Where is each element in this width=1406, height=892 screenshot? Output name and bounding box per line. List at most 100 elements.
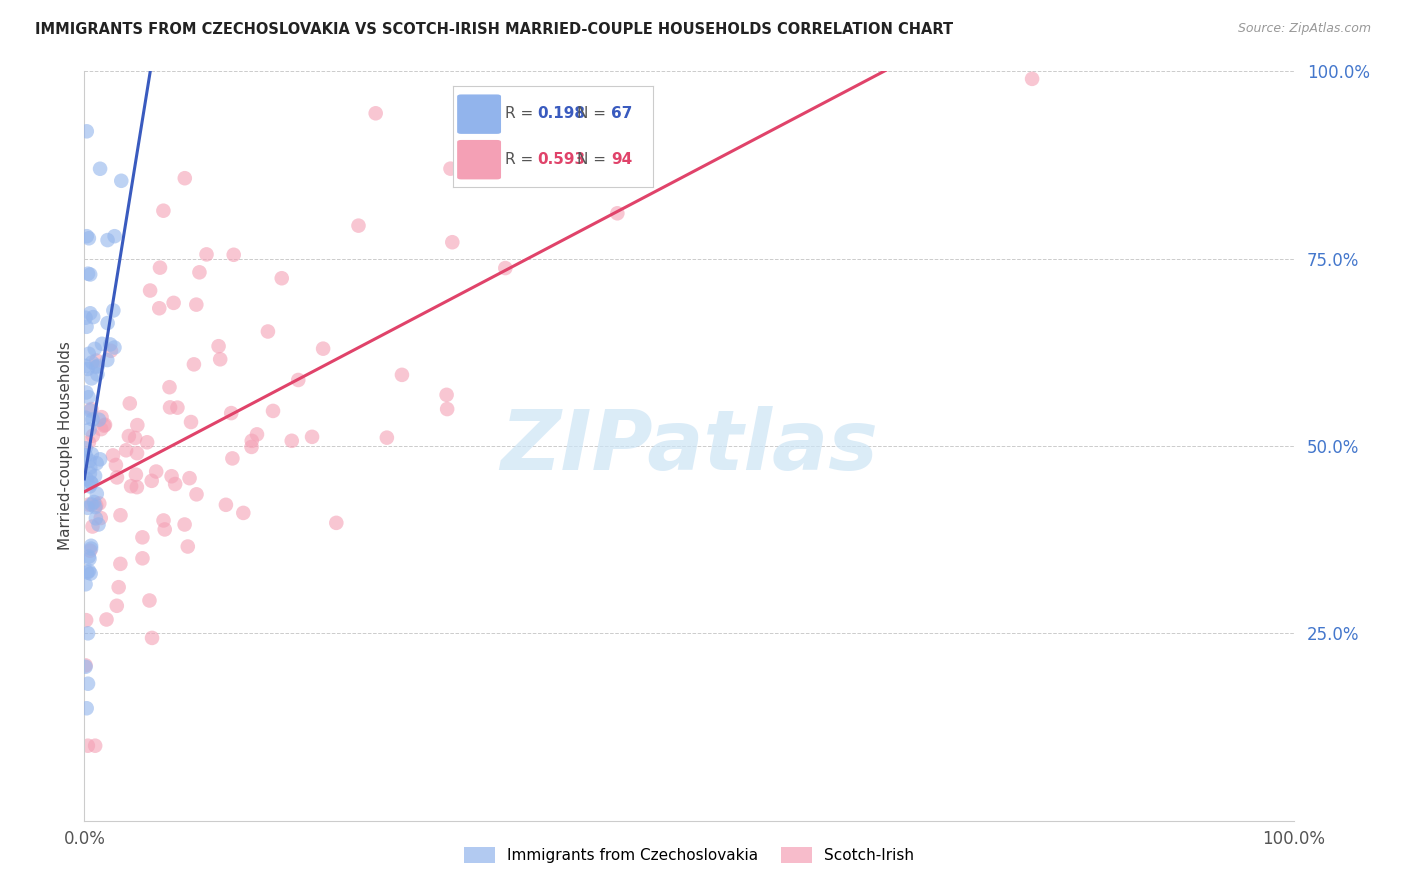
Point xyxy=(75,442,97,456)
Point xyxy=(246,427,269,442)
Point xyxy=(149,260,172,275)
Point xyxy=(80,541,103,556)
Point xyxy=(107,580,129,594)
Point xyxy=(83,495,105,509)
Point xyxy=(75,658,97,673)
Point xyxy=(96,612,118,626)
Point xyxy=(82,428,104,442)
Point xyxy=(76,739,98,753)
Point xyxy=(82,519,104,533)
Point xyxy=(606,206,628,220)
Point xyxy=(159,401,181,415)
Point xyxy=(183,357,205,371)
Point xyxy=(77,564,100,578)
Point xyxy=(80,498,103,512)
Point xyxy=(118,429,141,443)
Point xyxy=(105,470,128,484)
Point xyxy=(87,359,110,373)
Point xyxy=(195,247,218,261)
Point xyxy=(82,412,104,426)
Point xyxy=(80,475,103,490)
Point xyxy=(139,284,162,298)
Point xyxy=(77,347,100,361)
Point xyxy=(86,353,108,368)
Point xyxy=(77,498,100,512)
Legend: Immigrants from Czechoslovakia, Scotch-Irish: Immigrants from Czechoslovakia, Scotch-I… xyxy=(458,841,920,869)
Point xyxy=(257,325,280,339)
Point xyxy=(77,267,100,281)
Point xyxy=(115,443,138,458)
Point xyxy=(364,106,387,120)
Point xyxy=(90,422,112,436)
Point xyxy=(173,517,195,532)
Point xyxy=(325,516,347,530)
Point xyxy=(80,476,103,491)
Point xyxy=(80,355,103,369)
Point xyxy=(240,440,263,454)
Point xyxy=(104,458,127,472)
Point xyxy=(75,613,97,627)
Point xyxy=(209,352,232,367)
Point xyxy=(436,402,458,417)
Point xyxy=(83,342,105,356)
Point xyxy=(77,435,100,450)
Point xyxy=(80,371,103,385)
Point xyxy=(125,467,148,482)
Point xyxy=(131,551,153,566)
Point xyxy=(76,472,98,486)
Point xyxy=(80,447,103,461)
Point xyxy=(221,451,243,466)
Point xyxy=(152,203,174,218)
Point xyxy=(173,171,195,186)
Point xyxy=(100,343,122,358)
Point xyxy=(79,306,101,320)
Point xyxy=(76,566,98,580)
Point xyxy=(240,434,263,448)
Point xyxy=(82,310,104,324)
Text: Source: ZipAtlas.com: Source: ZipAtlas.com xyxy=(1237,22,1371,36)
Point xyxy=(152,513,174,527)
Point xyxy=(127,418,149,433)
Point xyxy=(76,362,98,376)
Point xyxy=(436,388,458,402)
Point xyxy=(79,479,101,493)
Point xyxy=(222,248,245,262)
Point xyxy=(80,402,103,417)
Point xyxy=(188,265,211,279)
Point xyxy=(89,161,111,176)
Point xyxy=(160,469,183,483)
Point xyxy=(77,626,100,640)
Point xyxy=(104,229,127,244)
Point xyxy=(439,161,461,176)
Point xyxy=(103,303,125,318)
Point xyxy=(79,454,101,468)
Point xyxy=(94,417,117,432)
Point xyxy=(84,469,107,483)
Point xyxy=(287,373,309,387)
Point xyxy=(86,486,108,500)
Point xyxy=(91,336,114,351)
Point xyxy=(84,511,107,525)
Point xyxy=(79,543,101,558)
Point xyxy=(80,539,103,553)
Point xyxy=(75,449,97,463)
Point xyxy=(312,342,335,356)
Point xyxy=(179,471,201,485)
Point xyxy=(93,418,115,433)
Point xyxy=(86,456,108,470)
Point xyxy=(76,319,98,334)
Point xyxy=(75,410,97,425)
Point xyxy=(75,310,97,325)
Y-axis label: Married-couple Households: Married-couple Households xyxy=(58,342,73,550)
Point xyxy=(165,477,187,491)
Point xyxy=(75,577,97,591)
Point xyxy=(131,530,153,544)
Point xyxy=(79,551,101,566)
Point xyxy=(270,271,292,285)
Point xyxy=(79,467,101,481)
Point xyxy=(375,431,398,445)
Point xyxy=(84,500,107,514)
Point xyxy=(89,496,111,510)
Point xyxy=(79,566,101,581)
Point xyxy=(494,261,516,276)
